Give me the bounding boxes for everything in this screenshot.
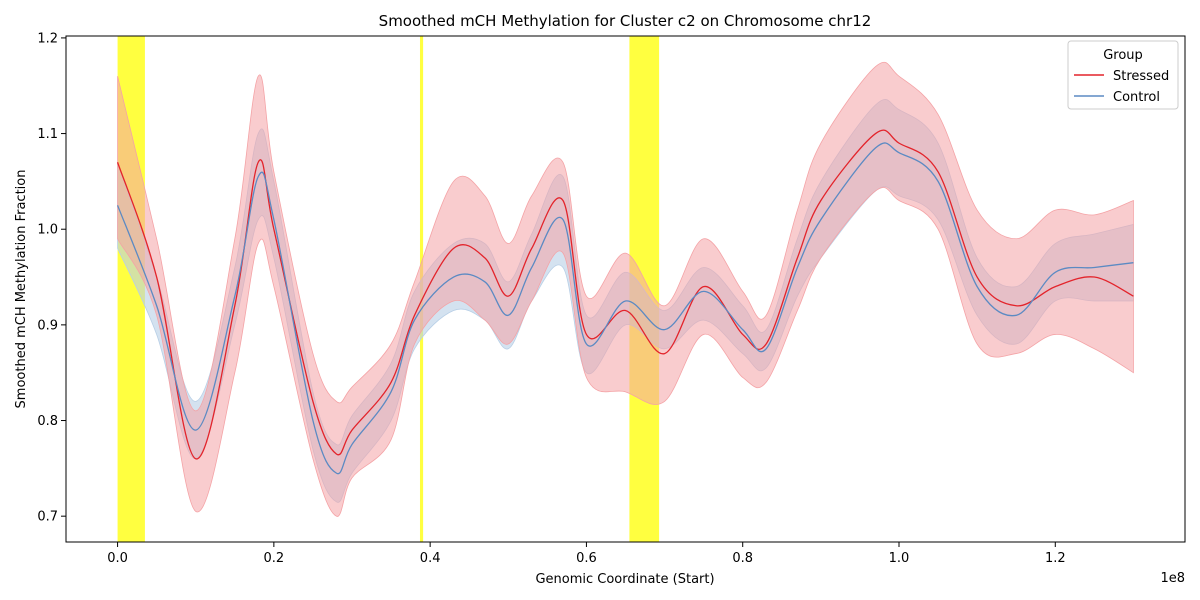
x-tick-label: 0.4 [420, 551, 441, 566]
y-tick-label: 0.7 [37, 510, 58, 525]
x-axis-ticks: 0.0 0.2 0.4 0.6 0.8 1.0 1.2 [107, 542, 1066, 566]
legend: Group Stressed Control [1067, 40, 1179, 110]
x-tick-label: 0.8 [732, 551, 753, 566]
x-tick-label: 0.6 [576, 551, 597, 566]
series-line-control [116, 142, 1134, 475]
series-lines [116, 129, 1134, 475]
y-axis-title: Smoothed mCH Methylation Fraction [14, 170, 29, 409]
x-tick-label: 1.0 [889, 551, 910, 566]
chart-title: Smoothed mCH Methylation for Cluster c2 … [379, 12, 872, 30]
series-line-stressed [116, 129, 1134, 460]
x-tick-label: 0.0 [107, 551, 128, 566]
x-tick-label: 1.2 [1045, 551, 1066, 566]
plot-frame [65, 35, 1186, 543]
y-tick-label: 1.1 [37, 127, 58, 142]
y-axis-ticks: 0.7 0.8 0.9 1.0 1.1 1.2 [37, 31, 66, 525]
x-axis-offset-label: 1e8 [1160, 571, 1185, 586]
y-tick-label: 0.9 [37, 318, 58, 333]
plot-area [116, 36, 1134, 542]
legend-label-stressed: Stressed [1113, 69, 1169, 84]
y-tick-label: 0.8 [37, 414, 58, 429]
y-tick-label: 1.0 [37, 223, 58, 238]
x-tick-label: 0.2 [264, 551, 285, 566]
legend-box [1067, 40, 1179, 110]
x-axis-title: Genomic Coordinate (Start) [535, 572, 714, 587]
confidence-band-stressed [117, 61, 1134, 517]
legend-title: Group [1103, 48, 1143, 63]
y-tick-label: 1.2 [37, 31, 58, 46]
legend-label-control: Control [1113, 90, 1160, 105]
